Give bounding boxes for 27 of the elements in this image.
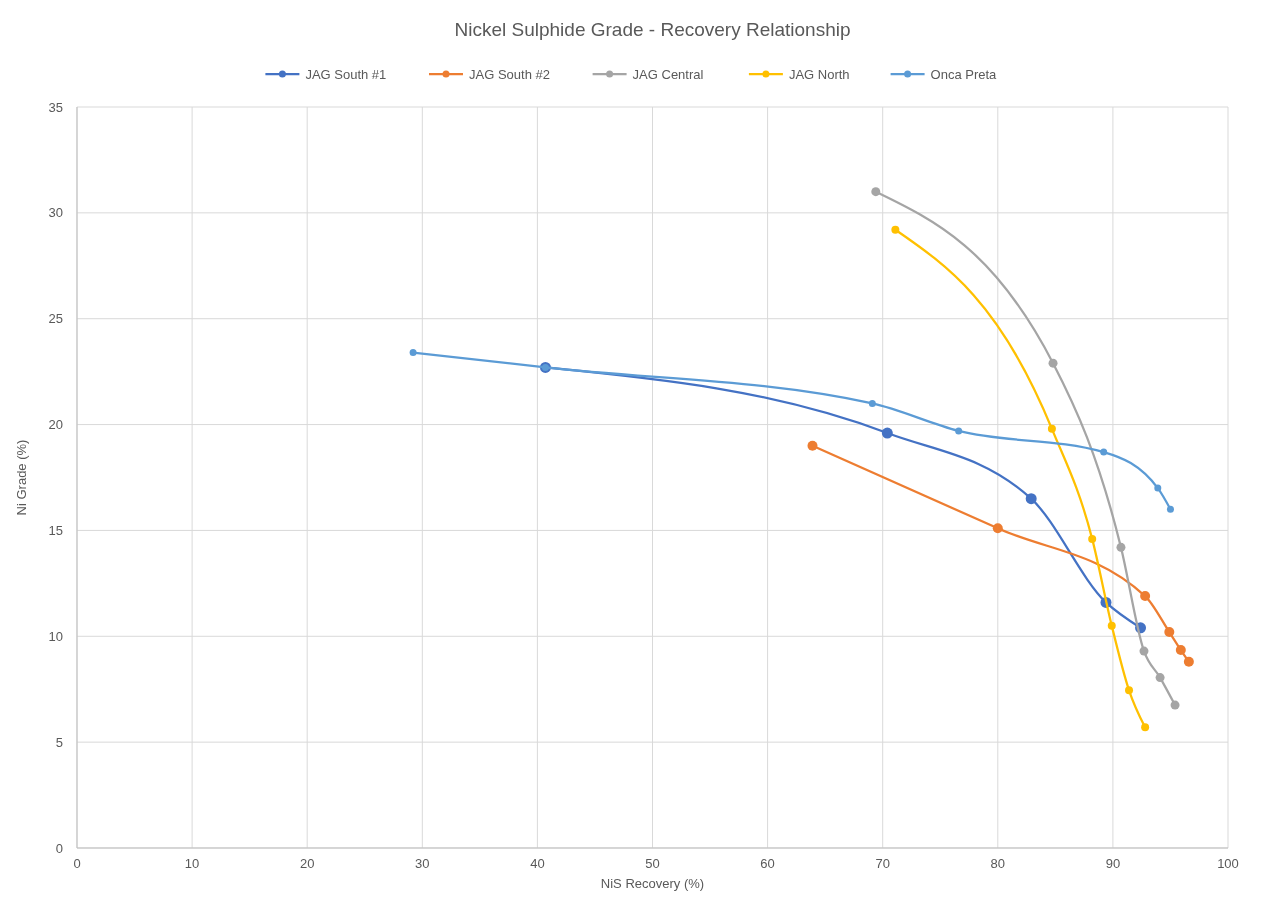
x-axis-title: NiS Recovery (%)	[600, 876, 705, 891]
x-tick-label: 60	[760, 856, 775, 871]
y-tick-label: 35	[48, 99, 63, 115]
y-tick-label: 25	[48, 311, 63, 327]
y-tick-label: 0	[55, 840, 63, 856]
x-tick-label: 40	[530, 856, 545, 871]
legend-label: Onca Preta	[930, 66, 998, 82]
x-tick-label: 80	[990, 856, 1006, 871]
legend-label: JAG South #2	[469, 66, 550, 82]
x-tick-label: 0	[73, 856, 81, 871]
x-tick-label: 100	[1217, 856, 1239, 871]
x-tick-label: 10	[184, 856, 200, 871]
legend-label: JAG North	[788, 66, 850, 82]
y-tick-label: 10	[48, 628, 63, 644]
y-axis-title: Ni Grade (%)	[14, 439, 29, 516]
y-tick-label: 30	[48, 205, 63, 221]
y-tick-label: 20	[48, 417, 63, 433]
x-tick-label: 50	[645, 856, 660, 871]
x-tick-label: 30	[415, 856, 430, 871]
legend-label: JAG Central	[632, 66, 704, 82]
chart-title: Nickel Sulphide Grade - Recovery Relationship	[454, 19, 851, 40]
x-tick-label: 70	[875, 856, 890, 871]
legend-label: JAG South #1	[305, 66, 387, 82]
x-tick-label: 90	[1105, 856, 1121, 871]
y-tick-label: 15	[48, 522, 63, 538]
x-tick-label: 20	[299, 856, 315, 871]
y-tick-label: 5	[55, 734, 63, 750]
